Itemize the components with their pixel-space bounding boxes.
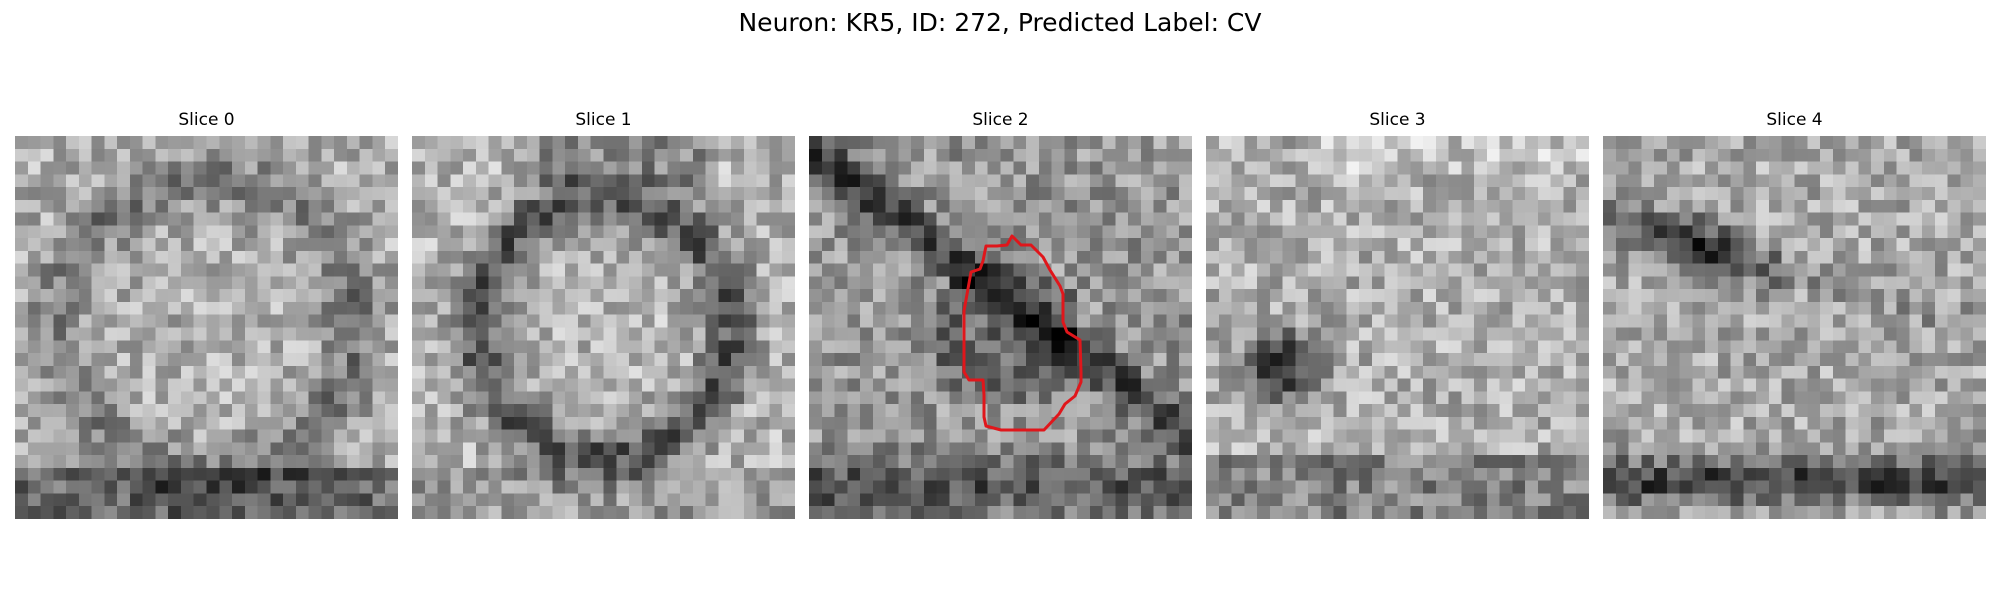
- slice-panel-1: Slice 1: [412, 110, 795, 519]
- slice-panel-4: Slice 4: [1603, 110, 1986, 519]
- slice-image: [1206, 136, 1589, 519]
- slice-title: Slice 3: [1369, 110, 1426, 130]
- slice-image-container: [15, 136, 398, 519]
- slice-image-container: [1206, 136, 1589, 519]
- slice-panel-0: Slice 0: [15, 110, 398, 519]
- slice-panel-3: Slice 3: [1206, 110, 1589, 519]
- segmentation-contour: [962, 234, 1083, 432]
- slice-panel-2: Slice 2: [809, 110, 1192, 519]
- contour-outline: [962, 234, 1083, 432]
- slice-image-container: [809, 136, 1192, 519]
- slice-title: Slice 2: [972, 110, 1029, 130]
- slice-title: Slice 4: [1766, 110, 1823, 130]
- slice-title: Slice 0: [178, 110, 235, 130]
- slice-image-container: [1603, 136, 1986, 519]
- slice-image: [1603, 136, 1986, 519]
- slice-image: [809, 136, 1192, 519]
- slice-image: [412, 136, 795, 519]
- slice-image: [15, 136, 398, 519]
- slice-title: Slice 1: [575, 110, 632, 130]
- figure-title: Neuron: KR5, ID: 272, Predicted Label: C…: [738, 8, 1262, 37]
- slice-image-container: [412, 136, 795, 519]
